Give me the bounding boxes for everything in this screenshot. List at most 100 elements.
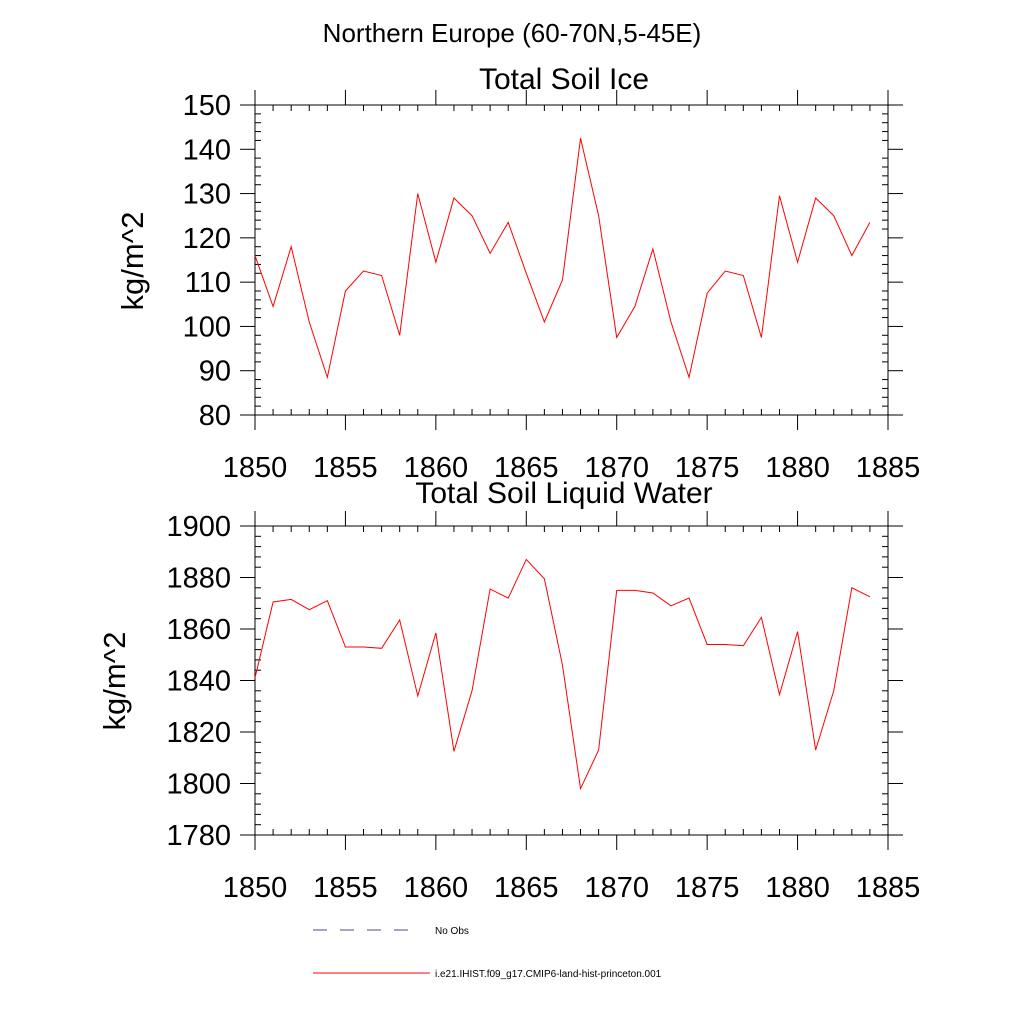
x-tick-label-soil-ice: 1860: [404, 452, 469, 484]
chart-panel-soil-liquid-water: Total Soil Liquid Water kg/m^2 1850 1855 1…: [97, 477, 920, 904]
legend-label-no-obs: No Obs: [435, 926, 469, 937]
data-point-soil-ice: [561, 278, 564, 281]
data-point-soil-ice: [380, 274, 383, 277]
figure-title: Northern Europe (60-70N,5-45E): [323, 18, 702, 48]
data-point-soil-liquid-water: [326, 599, 329, 602]
data-point-soil-liquid-water: [561, 664, 564, 667]
data-point-soil-ice: [669, 321, 672, 324]
data-point-soil-liquid-water: [471, 689, 474, 692]
x-tick-label-soil-liquid-water: 1880: [765, 872, 830, 904]
data-point-soil-ice: [832, 214, 835, 217]
x-tick-label-soil-liquid-water: 1870: [584, 872, 649, 904]
data-point-soil-ice: [651, 247, 654, 250]
data-point-soil-liquid-water: [850, 586, 853, 589]
panel-title-soil-ice: Total Soil Ice: [479, 63, 649, 96]
data-point-soil-liquid-water: [543, 577, 546, 580]
y-tick-label-soil-ice: 100: [183, 311, 231, 343]
data-point-soil-liquid-water: [398, 618, 401, 621]
y-tick-label-soil-ice: 120: [183, 223, 231, 255]
data-point-soil-liquid-water: [688, 597, 691, 600]
data-point-soil-ice: [868, 221, 871, 224]
x-tick-label-soil-liquid-water: 1850: [223, 872, 288, 904]
y-tick-label-soil-ice: 110: [185, 267, 231, 299]
data-point-soil-liquid-water: [814, 749, 817, 752]
data-point-soil-ice: [688, 376, 691, 379]
data-point-soil-liquid-water: [615, 589, 618, 592]
data-point-soil-ice: [344, 290, 347, 293]
data-point-soil-ice: [742, 274, 745, 277]
data-point-soil-liquid-water: [290, 598, 293, 601]
data-point-soil-liquid-water: [416, 694, 419, 697]
x-tick-label-soil-ice: 1875: [675, 452, 740, 484]
data-point-soil-ice: [724, 270, 727, 273]
chart-panel-soil-ice: Total Soil Ice kg/m^2 1850 1855 1860 1865 18…: [115, 63, 920, 484]
data-point-soil-liquid-water: [724, 643, 727, 646]
data-point-soil-liquid-water: [579, 787, 582, 790]
series-line-soil-ice: [254, 138, 871, 380]
x-tick-label-soil-ice: 1880: [765, 452, 830, 484]
data-point-soil-liquid-water: [597, 749, 600, 752]
legend-label-model-run: i.e21.IHIST.f09_g17.CMIP6-land-hist-prin…: [435, 969, 662, 980]
data-point-soil-liquid-water: [434, 631, 437, 634]
y-tick-label-soil-liquid-water: 1840: [166, 666, 231, 698]
data-point-soil-liquid-water: [380, 647, 383, 650]
legend: No Obs i.e21.IHIST.f09_g17.CMIP6-land-hi…: [313, 926, 662, 980]
data-point-soil-ice: [778, 194, 781, 197]
data-point-soil-liquid-water: [362, 646, 365, 649]
data-point-soil-ice: [597, 214, 600, 217]
data-point-soil-liquid-water: [489, 588, 492, 591]
data-point-soil-liquid-water: [507, 597, 510, 600]
x-tick-label-soil-liquid-water: 1855: [313, 872, 378, 904]
data-point-soil-ice: [796, 261, 799, 264]
data-point-soil-liquid-water: [344, 646, 347, 649]
data-point-soil-ice: [254, 254, 257, 257]
y-tick-label-soil-liquid-water: 1780: [166, 820, 231, 852]
data-point-soil-liquid-water: [868, 595, 871, 598]
data-point-soil-liquid-water: [651, 591, 654, 594]
series-line-soil-liquid-water: [254, 558, 871, 791]
data-point-soil-ice: [471, 214, 474, 217]
data-point-soil-liquid-water: [525, 558, 528, 561]
data-point-soil-liquid-water: [669, 604, 672, 607]
data-point-soil-ice: [416, 192, 419, 195]
data-point-soil-liquid-water: [452, 750, 455, 753]
y-tick-label-soil-ice: 140: [183, 134, 231, 166]
y-tick-label-soil-liquid-water: 1860: [166, 614, 231, 646]
y-axis-label-soil-liquid-water: kg/m^2: [97, 632, 132, 731]
y-tick-label-soil-liquid-water: 1900: [166, 511, 231, 543]
data-point-soil-liquid-water: [742, 644, 745, 647]
data-point-soil-ice: [850, 254, 853, 257]
data-point-soil-ice: [272, 305, 275, 308]
data-point-soil-ice: [706, 292, 709, 295]
data-point-soil-liquid-water: [308, 608, 311, 611]
data-point-soil-ice: [434, 261, 437, 264]
data-point-soil-ice: [452, 197, 455, 200]
x-tick-label-soil-liquid-water: 1885: [856, 872, 921, 904]
data-point-soil-ice: [507, 221, 510, 224]
data-point-soil-ice: [525, 272, 528, 275]
y-tick-label-soil-liquid-water: 1820: [166, 717, 231, 749]
x-tick-label-soil-ice: 1850: [223, 452, 288, 484]
panel-title-soil-liquid-water: Total Soil Liquid Water: [415, 477, 712, 510]
data-point-soil-liquid-water: [832, 689, 835, 692]
data-point-soil-liquid-water: [272, 600, 275, 603]
x-tick-label-soil-ice: 1885: [856, 452, 921, 484]
x-tick-label-soil-ice: 1865: [494, 452, 559, 484]
data-point-soil-liquid-water: [254, 676, 257, 679]
y-tick-label-soil-ice: 150: [183, 90, 231, 122]
data-point-soil-ice: [290, 245, 293, 248]
data-point-soil-ice: [615, 336, 618, 339]
x-tick-label-soil-liquid-water: 1860: [404, 872, 469, 904]
x-tick-label-soil-ice: 1855: [313, 452, 378, 484]
y-tick-label-soil-liquid-water: 1880: [166, 563, 231, 595]
data-point-soil-ice: [760, 336, 763, 339]
data-point-soil-ice: [308, 321, 311, 324]
data-point-soil-liquid-water: [796, 630, 799, 633]
data-point-soil-liquid-water: [778, 693, 781, 696]
x-tick-label-soil-liquid-water: 1875: [675, 872, 740, 904]
y-tick-label-soil-liquid-water: 1800: [166, 769, 231, 801]
data-point-soil-ice: [543, 321, 546, 324]
data-point-soil-ice: [489, 252, 492, 255]
data-point-soil-ice: [362, 270, 365, 273]
x-tick-label-soil-liquid-water: 1865: [494, 872, 559, 904]
